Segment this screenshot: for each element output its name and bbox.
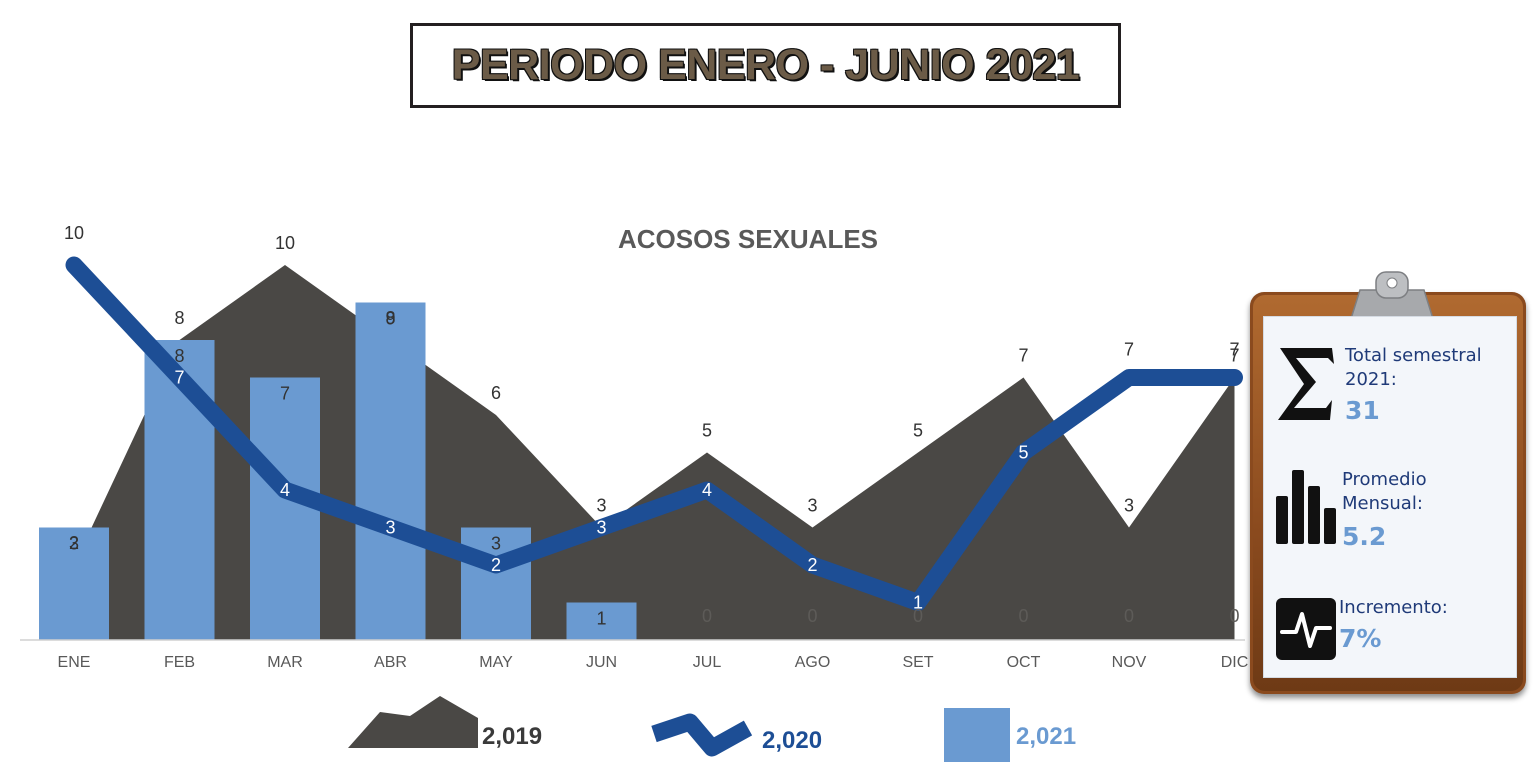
xtick-abr: ABR	[374, 654, 407, 671]
line-series-2020	[65, 256, 1243, 611]
line-label-feb: 7	[174, 368, 184, 388]
area-label-ago: 3	[807, 496, 817, 516]
line-label-oct: 5	[1018, 443, 1028, 463]
area-label-ene: 2	[69, 533, 79, 553]
line-label-set: 1	[913, 593, 923, 613]
bar-label-nov: 0	[1124, 606, 1134, 626]
area-label-jul: 5	[702, 421, 712, 441]
inc-label: Incremento:	[1339, 597, 1448, 618]
bar-label-abr: 9	[385, 309, 395, 329]
heartbeat-icon	[1276, 598, 1336, 660]
line-label-ago: 2	[807, 555, 817, 575]
inc-value: 7%	[1339, 624, 1382, 653]
area-label-abr: 8	[385, 308, 395, 328]
bar-2021-jun	[566, 602, 637, 640]
avg-label-line2: Mensual:	[1342, 493, 1423, 514]
bar-2021-ene	[39, 527, 109, 640]
total-value: 31	[1345, 396, 1380, 425]
bar-label-ene: 3	[69, 534, 79, 554]
avg-value: 5.2	[1342, 522, 1387, 551]
area-label-feb: 8	[174, 308, 184, 328]
avg-label-line1: Promedio	[1342, 469, 1427, 490]
sigma-icon	[1278, 348, 1334, 420]
page-title: PERIODO ENERO - JUNIO 2021	[451, 41, 1080, 89]
bar-2021-abr	[355, 302, 426, 640]
page-title-box: PERIODO ENERO - JUNIO 2021	[410, 23, 1121, 108]
xtick-dic: DIC	[1221, 654, 1249, 671]
legend-label-2019: 2,019	[482, 723, 542, 750]
area-label-nov: 3	[1124, 496, 1134, 516]
xtick-jun: JUN	[586, 654, 617, 671]
xtick-oct: OCT	[1007, 654, 1041, 671]
xtick-feb: FEB	[164, 654, 195, 671]
clipboard-clip-icon	[1348, 271, 1436, 323]
legend-swatch-2019	[348, 696, 478, 748]
line-label-may: 2	[491, 555, 501, 575]
chart-title: ACOSOS SEXUALES	[618, 224, 878, 254]
legend-label-2021: 2,021	[1016, 723, 1076, 750]
line-label-abr: 3	[385, 518, 395, 538]
bar-label-dic: 0	[1229, 606, 1239, 626]
area-label-mar: 10	[275, 233, 295, 253]
bar-label-jul: 0	[702, 606, 712, 626]
bar-label-mar: 7	[280, 384, 290, 404]
xtick-set: SET	[902, 654, 933, 671]
total-label-line1: Total semestral	[1345, 345, 1482, 366]
bar-chart-icon	[1276, 470, 1336, 544]
legend-swatch-2021	[944, 708, 1010, 762]
area-label-jun: 3	[596, 496, 606, 516]
line-label-dic: 7	[1229, 340, 1239, 360]
bar-2021-may	[461, 527, 531, 640]
xtick-ene: ENE	[58, 654, 91, 671]
stats-clipboard: Total semestral 2021: 31 Promedio Mensua…	[1250, 262, 1528, 698]
bar-label-set: 0	[913, 606, 923, 626]
legend-label-2020: 2,020	[762, 727, 822, 754]
bar-2021-mar	[250, 377, 320, 640]
area-label-set: 5	[913, 421, 923, 441]
line-label-ene: 10	[64, 223, 84, 243]
xtick-ago: AGO	[795, 654, 831, 671]
legend-swatch-2020	[651, 713, 753, 757]
line-label-jun: 3	[596, 518, 606, 538]
xtick-may: MAY	[479, 654, 513, 671]
xtick-jul: JUL	[693, 654, 722, 671]
bar-label-feb: 8	[174, 346, 184, 366]
xtick-mar: MAR	[267, 654, 303, 671]
bar-label-ago: 0	[807, 606, 817, 626]
total-label-line2: 2021:	[1345, 369, 1397, 390]
line-label-jul: 4	[702, 480, 712, 500]
area-label-oct: 7	[1018, 346, 1028, 366]
bar-label-jun: 1	[596, 609, 606, 629]
line-label-nov: 7	[1124, 340, 1134, 360]
area-label-dic: 7	[1229, 346, 1239, 366]
area-label-may: 6	[491, 383, 501, 403]
line-label-mar: 4	[280, 480, 290, 500]
bar-label-oct: 0	[1018, 606, 1028, 626]
xtick-nov: NOV	[1112, 654, 1147, 671]
bar-label-may: 3	[491, 534, 501, 554]
